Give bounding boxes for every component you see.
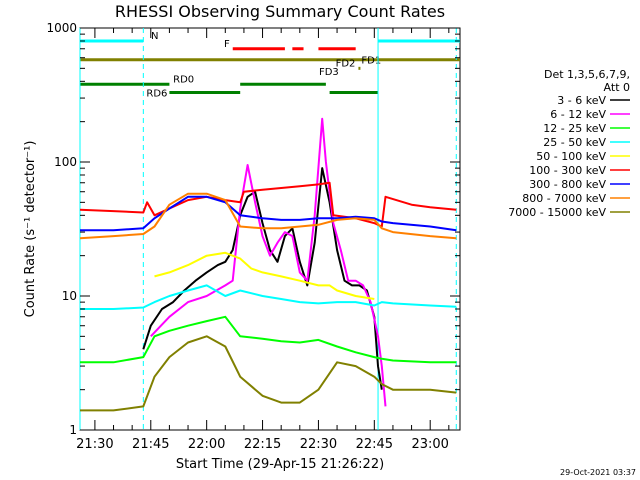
legend-entry-label: 50 - 100 keV — [536, 150, 606, 163]
legend-entry-label: 3 - 6 keV — [557, 94, 606, 107]
legend-entry-label: 25 - 50 keV — [543, 136, 606, 149]
series-line-300-800-kev — [80, 195, 457, 232]
legend-header: Att 0 — [604, 81, 630, 94]
series-line-100-300-kev — [79, 181, 457, 228]
series-line-12-25-kev — [80, 315, 457, 364]
flag-label-n: N — [151, 31, 158, 42]
series-line-800-7000-kev — [79, 192, 457, 240]
legend-entry-label: 7000 - 15000 keV — [508, 206, 606, 219]
y-tick-label: 100 — [54, 155, 77, 169]
chart-title: RHESSI Observing Summary Count Rates — [115, 2, 445, 21]
series-line-50-100-kev — [154, 251, 375, 300]
x-tick-label: 22:45 — [356, 437, 393, 452]
x-tick-label: 21:45 — [132, 437, 169, 452]
flag-label-fd3: FD3 — [319, 67, 339, 78]
y-tick-label: 10 — [62, 289, 77, 303]
x-tick-label: 21:30 — [76, 437, 113, 452]
timestamp: 29-Oct-2021 03:37 — [560, 468, 636, 477]
y-tick-label: 1 — [69, 423, 77, 437]
legend-entry-label: 300 - 800 keV — [529, 178, 606, 191]
series-line-3-6-kev — [142, 167, 383, 390]
legend-entry-label: 6 - 12 keV — [550, 108, 606, 121]
y-tick-label: 1000 — [46, 21, 77, 35]
x-tick-label: 22:00 — [188, 437, 225, 452]
flag-label-fd2: FD2 — [336, 58, 356, 69]
legend-header: Det 1,3,5,6,7,9, — [544, 68, 630, 81]
series-line-25-50-kev — [80, 284, 457, 310]
x-tick-label: 23:00 — [411, 437, 448, 452]
legend-entry-label: 100 - 300 keV — [529, 164, 606, 177]
y-axis-label: Count Rate (s⁻¹ detector⁻¹) — [23, 141, 38, 318]
axes-layer: 1 10 100 1000 21:30 21:45 22:00 22:15 22:30 22:45… — [46, 21, 460, 452]
flag-label-rd0: RD0 — [173, 74, 194, 85]
flag-label-rd6: RD6 — [146, 89, 167, 100]
legend-entry-label: 800 - 7000 keV — [522, 192, 606, 205]
flag-label-fd1: FD1 — [361, 56, 381, 67]
series-line-7000-15000-kev — [80, 335, 457, 412]
x-axis-label: Start Time (29-Apr-15 21:26:22) — [176, 457, 384, 472]
legend-entry-label: 12 - 25 keV — [543, 122, 606, 135]
flag-label-f: F — [224, 39, 230, 50]
x-tick-label: 22:30 — [300, 437, 337, 452]
x-tick-label: 22:15 — [244, 437, 281, 452]
series-line-6-12-kev — [150, 117, 387, 407]
series-layer — [79, 117, 457, 412]
